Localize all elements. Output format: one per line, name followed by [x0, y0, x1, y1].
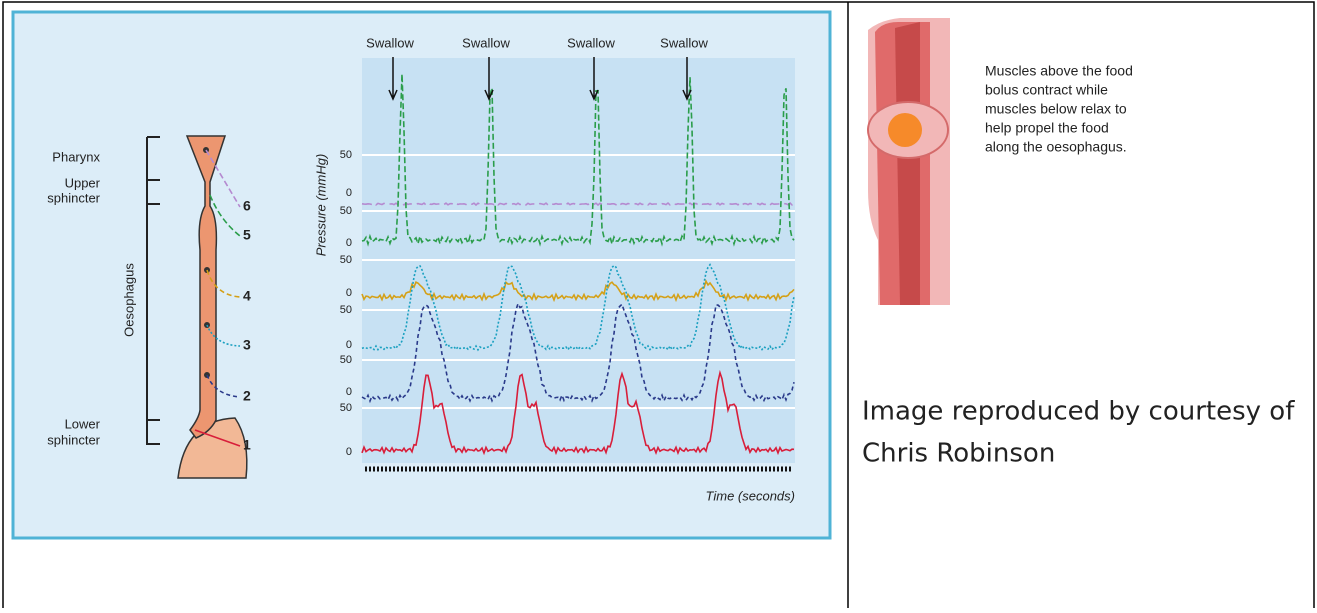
caption-line: along the oesophagus.: [985, 139, 1127, 155]
anatomy-label: Pharynx: [52, 149, 100, 164]
trace-number: 3: [243, 337, 251, 353]
trace-number: 5: [243, 227, 251, 243]
sensor-leads: [194, 149, 241, 447]
tick-label: 50: [340, 354, 352, 366]
swallow-arrow: [388, 57, 398, 101]
tick-label: 0: [346, 287, 352, 299]
trace-number: 6: [243, 198, 251, 214]
tick-label: 50: [340, 205, 352, 217]
bracket: [146, 136, 160, 445]
grid: [362, 154, 795, 409]
swallow-arrow: [484, 57, 494, 101]
caption-line: bolus contract while: [985, 82, 1108, 98]
x-axis-label: Time (seconds): [706, 488, 795, 503]
trace-number: 4: [243, 288, 251, 304]
anatomy-label: Oesophagus: [121, 263, 136, 337]
pressure-trace: [361, 279, 795, 303]
tick-label: 50: [340, 254, 352, 266]
caption-line: muscles below relax to: [985, 101, 1127, 117]
tick-label: 50: [340, 304, 352, 316]
caption-line: help propel the food: [985, 120, 1109, 136]
oesophagus: [185, 135, 227, 439]
pressure-trace: [361, 73, 795, 247]
tick-label: 0: [346, 386, 352, 398]
anatomy-label: sphincter: [47, 190, 100, 205]
trace-number: 2: [243, 388, 251, 404]
swallow-label: Swallow: [366, 35, 414, 50]
pressure-trace: [361, 263, 795, 352]
swallow-label: Swallow: [660, 35, 708, 50]
tick-label: 0: [346, 446, 352, 458]
swallow-arrow: [589, 57, 599, 101]
bolus-illustration: [867, 18, 950, 305]
pressure-trace: [361, 201, 795, 207]
pressure-trace: [361, 301, 795, 404]
swallow-label: Swallow: [567, 35, 615, 50]
swallow-arrow: [682, 57, 692, 101]
tick-label: 0: [346, 187, 352, 199]
traces: [361, 73, 795, 456]
stomach: [177, 417, 248, 479]
caption-line: Muscles above the food: [985, 63, 1133, 79]
trace-number: 1: [243, 437, 251, 453]
anatomy-label: Upper: [65, 175, 101, 190]
tick-label: 0: [346, 237, 352, 249]
pressure-trace: [361, 369, 795, 456]
tick-label: 0: [346, 339, 352, 351]
tick-label: 50: [340, 402, 352, 414]
credit: Image reproduced by courtesy of: [862, 397, 1295, 427]
anatomy-label: sphincter: [47, 432, 100, 447]
credit: Chris Robinson: [862, 439, 1055, 469]
tick-label: 50: [340, 149, 352, 161]
swallow-label: Swallow: [462, 35, 510, 50]
anatomy-label: Lower: [65, 416, 101, 431]
y-axis-label: Pressure (mmHg): [313, 154, 328, 257]
